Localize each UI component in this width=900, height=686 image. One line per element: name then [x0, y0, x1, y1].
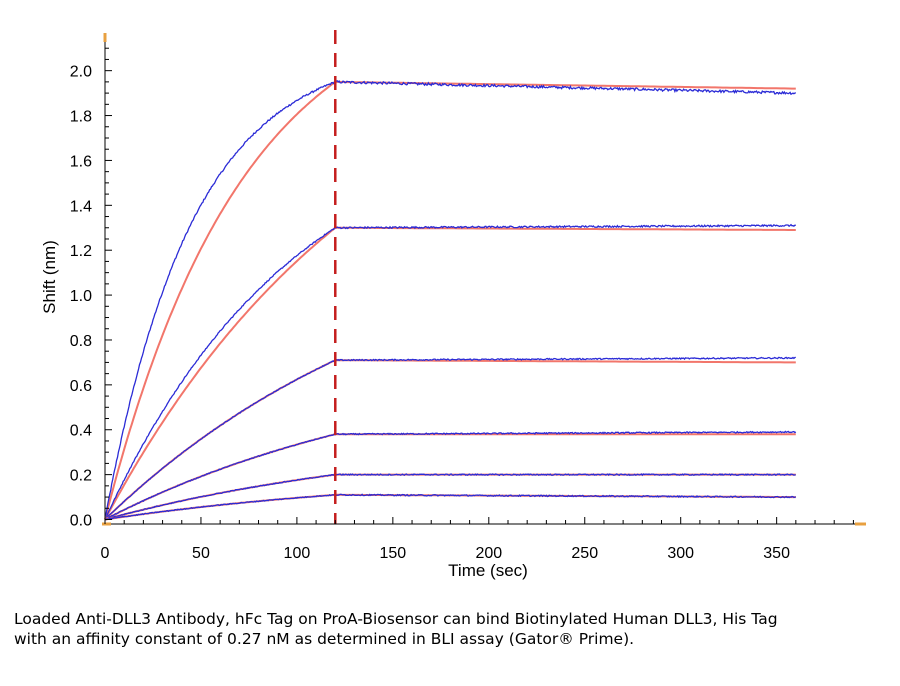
raw-curve-3 [104, 356, 796, 520]
y-tick-label: 1.6 [70, 153, 92, 170]
y-tick-label: 2.0 [70, 64, 92, 81]
raw-curve-1 [104, 79, 797, 520]
raw-curve-6 [104, 492, 797, 521]
raw-curve-4 [104, 430, 797, 521]
raw-curve-2 [104, 223, 796, 520]
y-tick-label: 1.2 [70, 243, 92, 260]
x-tick-label: 50 [192, 545, 210, 562]
binding-kinetics-chart: 0.0 0.2 0.4 0.6 0.8 1.0 1.2 1.4 1.6 1.8 2.0 0 50 100 1… [40, 30, 866, 580]
y-tick-label: 0.6 [70, 378, 92, 395]
fit-curve-1 [104, 80, 796, 520]
y-axis-title: Shift (nm) [40, 240, 59, 314]
y-tick-label: 1.0 [70, 288, 92, 305]
y-tick-label: 0.2 [70, 468, 92, 485]
x-tick-label: 100 [284, 545, 311, 562]
x-axis-title: Time (sec) [448, 561, 528, 580]
x-tick-label: 0 [101, 545, 110, 562]
x-tick-label: 300 [667, 545, 694, 562]
x-tick-label: 350 [763, 545, 790, 562]
figure-caption: Loaded Anti-DLL3 Antibody, hFc Tag on Pr… [14, 610, 778, 648]
x-tick-label: 200 [475, 545, 502, 562]
series-layer [104, 30, 797, 524]
x-tick-label: 250 [571, 545, 598, 562]
x-tick-label: 150 [379, 545, 406, 562]
raw-curve-5 [104, 473, 796, 520]
y-tick-label: 0.8 [70, 333, 92, 350]
y-tick-label: 0.0 [70, 513, 92, 530]
fit-curve-2 [104, 226, 796, 520]
y-tick-label: 1.8 [70, 109, 92, 126]
y-tick-label: 1.4 [70, 198, 92, 215]
axes-layer: 0.0 0.2 0.4 0.6 0.8 1.0 1.2 1.4 1.6 1.8 2.0 0 50 100 1… [70, 33, 866, 562]
y-tick-label: 0.4 [70, 423, 92, 440]
fit-curve-6 [104, 493, 796, 521]
